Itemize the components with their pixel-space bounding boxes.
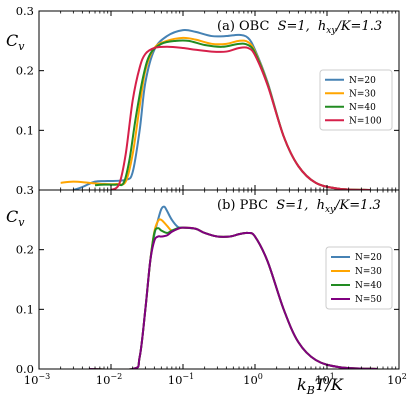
legend-label: N=100	[349, 116, 382, 126]
x-tick-label: 102	[387, 372, 407, 387]
legend-box	[325, 246, 393, 310]
panel-a-title: (a) OBC S=1, hxy/K=1.3	[217, 19, 382, 36]
panel-a-legend: N=20 N=30 N=40 N=100	[319, 69, 393, 131]
panel-b-title: (b) PBC S=1, hxy/K=1.3	[217, 198, 381, 215]
panel-b-series-n-50	[89, 226, 378, 369]
panel-b-ylabel: Cv	[6, 207, 25, 229]
x-tick-label: 10−3	[24, 372, 50, 387]
y-tick-label: 0.3	[16, 183, 34, 197]
panel-b-pbc: 10−3 10−2 10−1 100 101 102 0.0 0.1 0.2 (b) PBC S…	[6, 189, 407, 397]
panel-a-obc: 0.3 0.1 0.2 0.3 (a) OBC S=1, hxy/K=1.3 Cv N…	[6, 4, 400, 197]
legend-label: N=20	[355, 253, 382, 263]
panel-a-series-n-100	[110, 45, 371, 190]
panel-b-legend: N=20 N=30 N=40 N=50	[325, 246, 393, 310]
x-tick-label: 10−1	[168, 372, 194, 387]
legend-label: N=20	[349, 76, 376, 86]
x-axis-label: kBT/K	[297, 375, 344, 397]
panel-b-frame	[38, 189, 400, 370]
x-tick-label: 101	[315, 372, 335, 387]
panel-a-series-group	[60, 28, 371, 190]
x-tick-label: 10−2	[96, 372, 122, 387]
legend-label: N=40	[355, 281, 382, 291]
x-tick-label: 100	[243, 372, 263, 387]
legend-label: N=50	[355, 295, 382, 305]
y-tick-label: 0.2	[16, 64, 34, 78]
legend-label: N=30	[349, 89, 376, 99]
panel-a-ticks: 0.3 0.1 0.2 0.3	[16, 4, 400, 197]
y-tick-label: 0.0	[16, 362, 34, 376]
y-tick-label: 0.1	[16, 123, 34, 137]
y-tick-label: 0.3	[16, 4, 34, 18]
legend-box	[319, 69, 393, 131]
panel-b-series-group	[89, 205, 378, 369]
panel-a-ylabel: Cv	[6, 31, 25, 53]
legend-label: N=40	[349, 103, 376, 113]
y-tick-label: 0.2	[16, 243, 34, 257]
legend-label: N=30	[355, 267, 382, 277]
y-tick-label: 0.1	[16, 302, 34, 316]
